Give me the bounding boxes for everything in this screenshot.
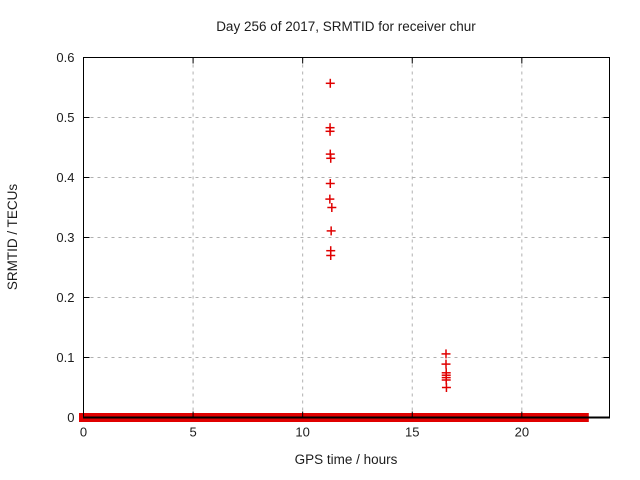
data-point-marker (326, 226, 336, 236)
data-point-marker (441, 349, 451, 359)
y-axis-label: SRMTID / TECUs (5, 184, 20, 291)
y-tick-label: 0.5 (56, 110, 74, 125)
data-point-marker (325, 78, 335, 88)
data-point-marker (326, 153, 336, 163)
data-point-marker (325, 179, 335, 188)
axis-ticks (83, 57, 610, 418)
y-tick-labels: 0 0.1 0.2 0.3 0.4 0.5 0.6 (56, 50, 74, 425)
x-tick-label: 10 (295, 425, 309, 440)
x-axis-label: GPS time / hours (295, 452, 398, 467)
y-tick-label: 0.1 (56, 350, 74, 365)
data-point-marker (326, 251, 336, 260)
x-tick-labels: 0 5 10 15 20 (80, 425, 529, 440)
data-point-marker (325, 194, 335, 204)
data-point-marker (327, 203, 337, 212)
data-points (325, 78, 451, 392)
x-tick-label: 5 (189, 425, 196, 440)
x-tick-label: 20 (515, 425, 529, 440)
y-tick-label: 0.2 (56, 290, 74, 305)
data-point-marker (441, 383, 451, 392)
grid-lines (83, 57, 610, 418)
y-tick-label: 0.4 (56, 170, 74, 185)
y-tick-label: 0.6 (56, 50, 74, 65)
y-tick-label: 0.3 (56, 230, 74, 245)
chart-title: Day 256 of 2017, SRMTID for receiver chu… (216, 19, 476, 34)
data-point-marker (441, 359, 451, 369)
data-point-marker (325, 126, 335, 136)
x-tick-label: 15 (405, 425, 419, 440)
x-tick-label: 0 (80, 425, 87, 440)
y-tick-label: 0 (67, 410, 74, 425)
